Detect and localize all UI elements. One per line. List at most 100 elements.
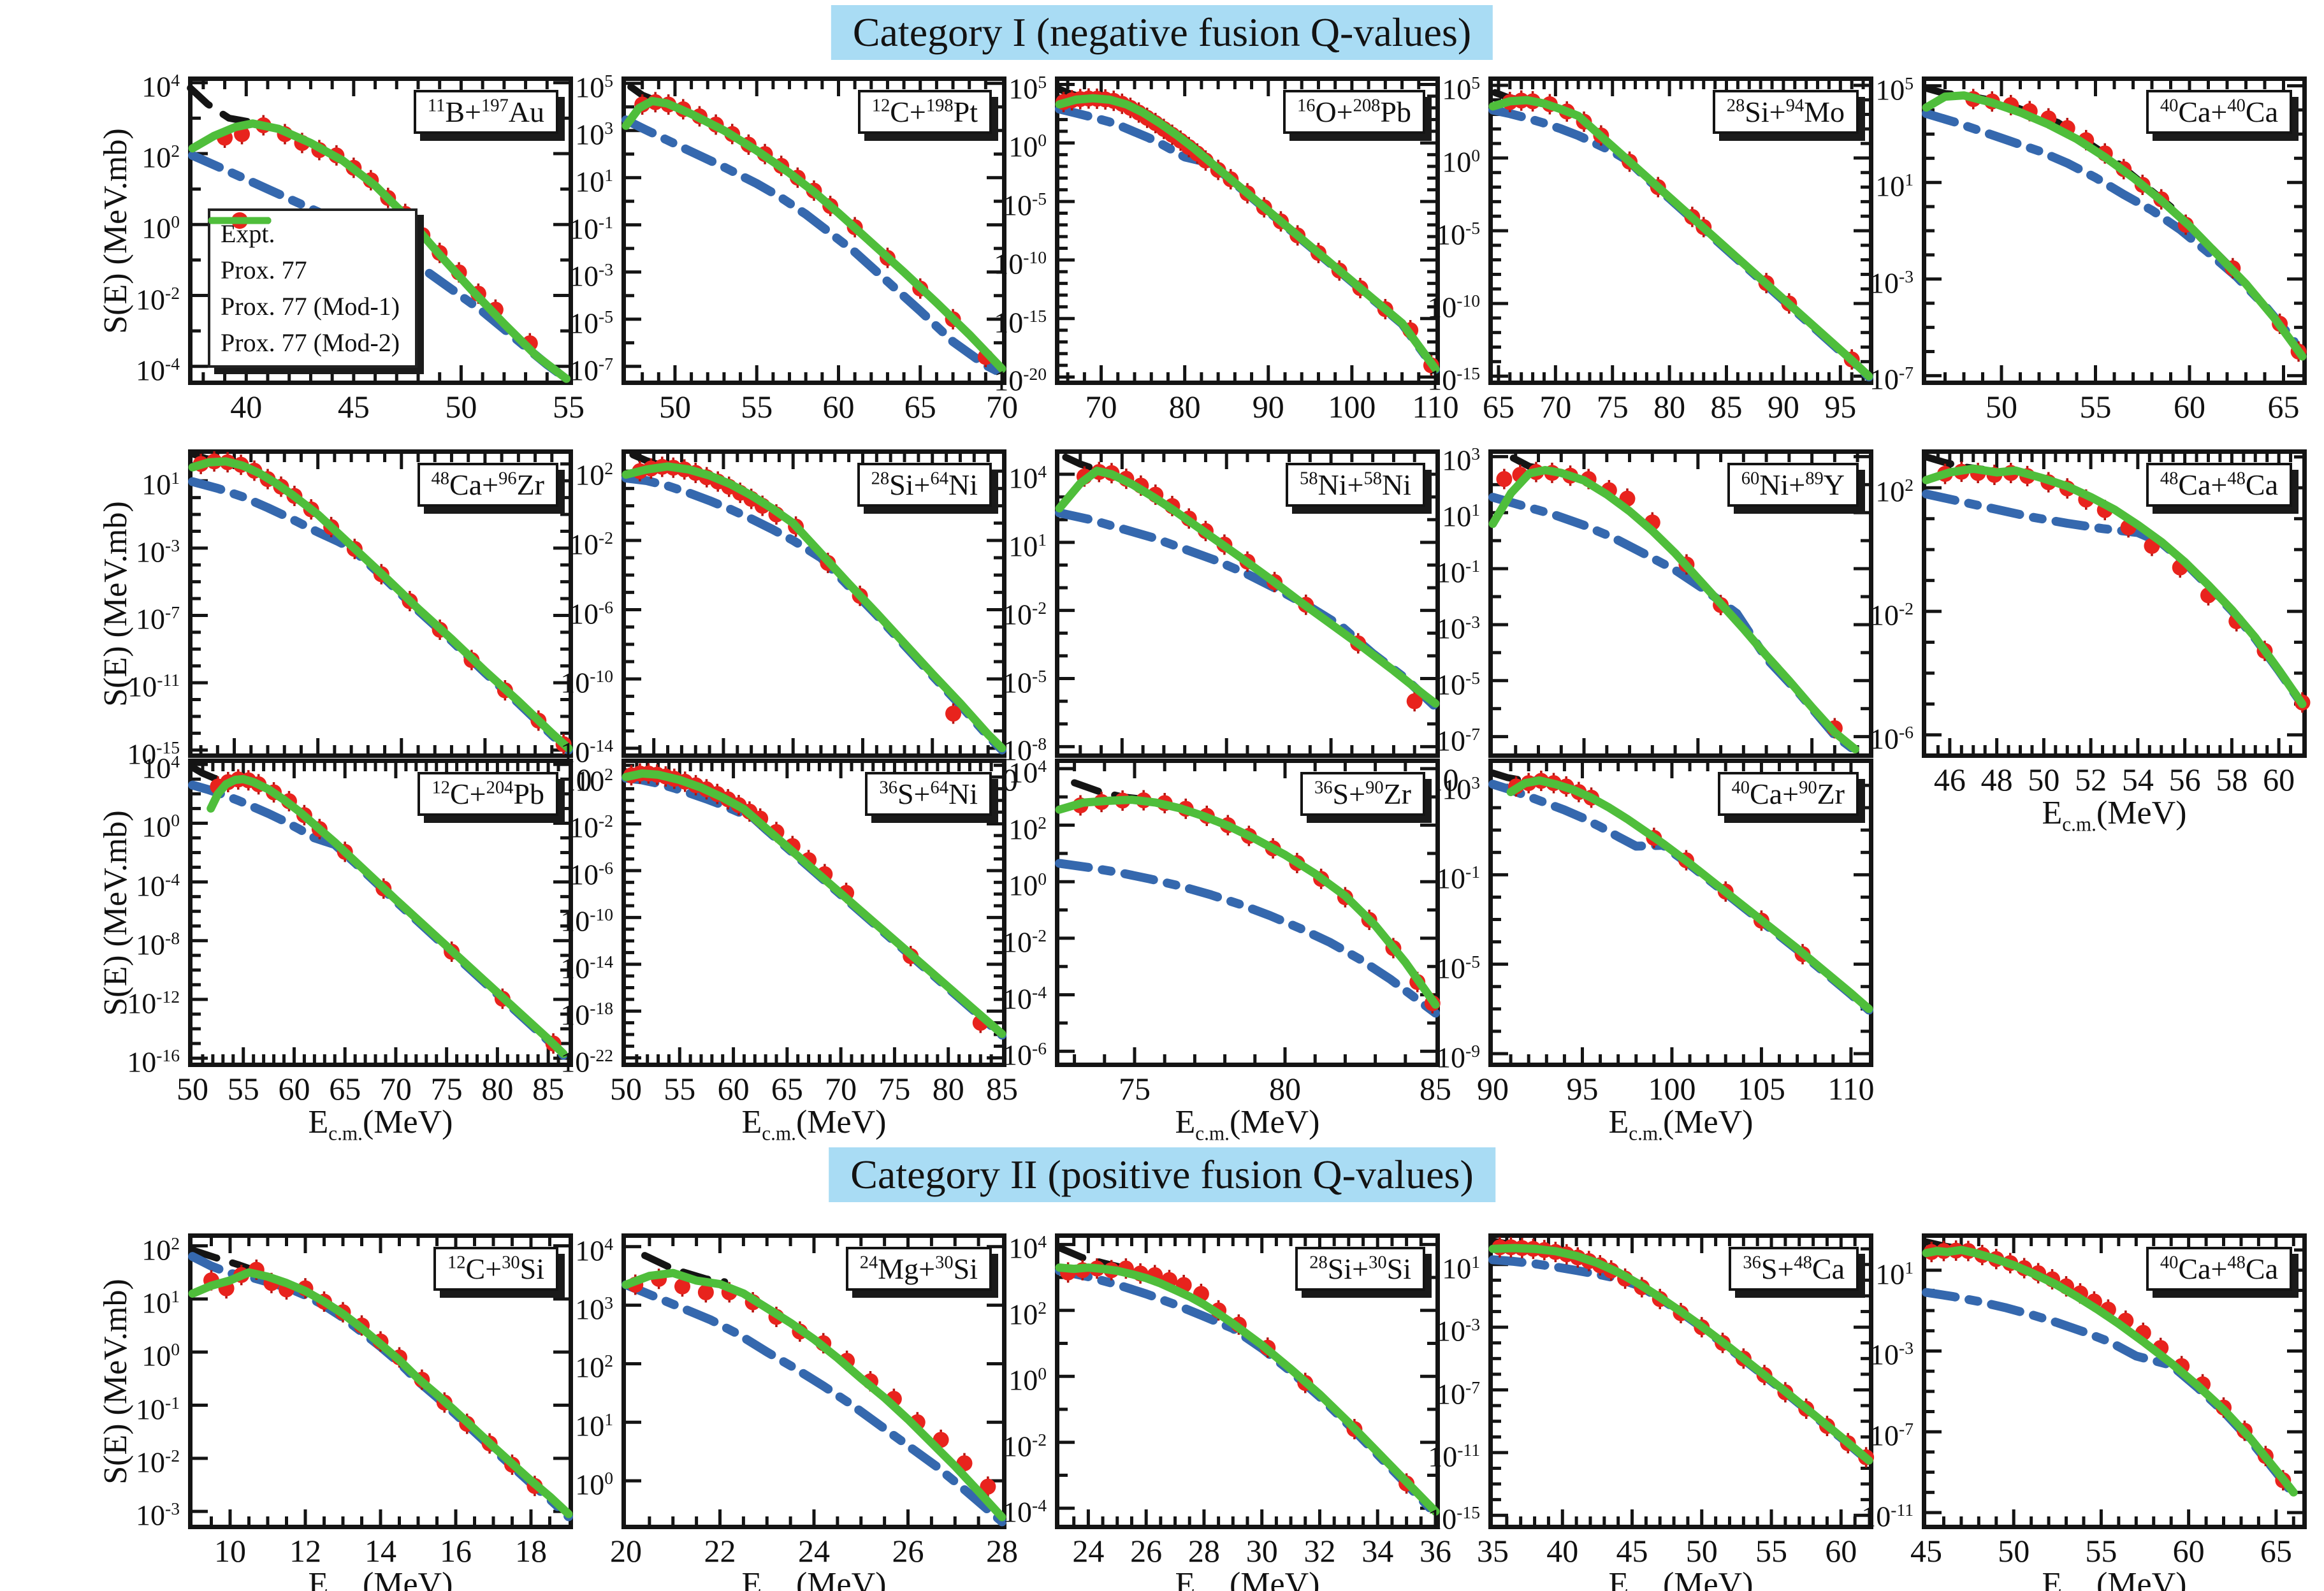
legend-item-mod2: Prox. 77 (Mod-2) — [208, 217, 400, 358]
series-prox77-mod2 — [1922, 91, 2307, 361]
reaction-label: 16O+208Pb — [1282, 90, 1425, 134]
y-tick-label: 10-3 — [136, 535, 180, 569]
x-tick-label: 24 — [1072, 1533, 1105, 1569]
y-tick-label: 10-7 — [1436, 1377, 1480, 1410]
plot-canvas — [1922, 81, 2307, 381]
y-tick-label: 10-7 — [1436, 723, 1480, 757]
x-tick-label: 90 — [1252, 389, 1284, 425]
y-tick-label: 10-10 — [1427, 291, 1480, 324]
plot-canvas — [1488, 454, 1869, 755]
subplot-48Ca+96Zr: 10110-310-710-1110-15909510010511048Ca+9… — [98, 449, 592, 797]
series-prox77-mod1 — [1062, 453, 1101, 474]
y-tick-label: 102 — [1008, 812, 1047, 845]
y-tick-label: 10-3 — [569, 259, 613, 293]
x-tick-label: 26 — [1130, 1533, 1163, 1569]
reaction-label: 40Ca+90Zr — [1717, 772, 1859, 816]
x-tick-label: 50 — [445, 389, 477, 425]
x-tick-label: 70 — [379, 1071, 412, 1107]
series-prox77 — [1922, 109, 2307, 362]
y-tick-label: 10-1 — [569, 212, 613, 245]
y-tick-label: 101 — [1875, 170, 1914, 203]
series-prox77-mod1 — [189, 1246, 256, 1274]
x-tick-label: 75 — [1119, 1071, 1151, 1107]
legend-label: Prox. 77 (Mod-1) — [221, 292, 400, 321]
y-tick-label: 103 — [575, 117, 613, 151]
x-tick-label: 55 — [1755, 1533, 1788, 1569]
subplot-36S+64Ni: 102 10-2 10-6 10-10 10-14 10-18 10-22 50 55 60 65 7… — [560, 759, 1018, 1144]
plot-canvas — [1922, 1238, 2302, 1525]
axis-ticks — [1059, 454, 1435, 753]
legend-label: Prox. 77 — [221, 256, 307, 284]
plot-canvas — [1488, 763, 1873, 1063]
series-prox77-mod2 — [188, 457, 573, 753]
reaction-label: 40Ca+48Ca — [2146, 1247, 2292, 1291]
x-tick-label: 10 — [214, 1533, 246, 1569]
y-axis-label: S(E) (MeV.mb) — [97, 810, 134, 1016]
x-tick-label: 55 — [664, 1071, 696, 1107]
series-prox77-mod2 — [1055, 796, 1440, 1009]
x-tick-label: 50 — [177, 1071, 208, 1107]
series-prox77-mod2 — [1488, 466, 1859, 753]
y-tick-label: 10-11 — [127, 670, 180, 703]
reaction-label: 36S+48Ca — [1729, 1247, 1859, 1291]
y-tick-label: 10-7 — [569, 353, 613, 387]
x-tick-label: 28 — [1187, 1533, 1220, 1569]
y-axis-label: S(E) (MeV.mb) — [97, 500, 134, 707]
series-prox77-mod2 — [1922, 464, 2307, 708]
x-tick-label: 110 — [1827, 1071, 1875, 1107]
x-tick-label: 85 — [1420, 1071, 1451, 1107]
x-tick-label: 50 — [1998, 1533, 2030, 1569]
y-tick-label: 10-11 — [1861, 1499, 1914, 1533]
subplot-12C+204Pb: 104 100 10-4 10-8 10-12 10-16 50 55 60 65 70 75 80 85… — [98, 752, 573, 1144]
y-tick-label: 10-2 — [1003, 1429, 1047, 1463]
subplot-16O+208Pb: 105 100 10-5 10-10 10-15 10-20 70 80 90 100 110 16O… — [994, 72, 1458, 425]
y-tick-label: 10-2 — [569, 811, 613, 844]
x-tick-label: 60 — [2263, 762, 2295, 797]
y-tick-label: 100 — [575, 1468, 613, 1501]
x-axis-label: Ec.m.(MeV) — [1175, 1104, 1320, 1145]
y-tick-label: 10-11 — [1428, 1439, 1480, 1473]
plot-canvas — [188, 1238, 573, 1525]
x-tick-label: 50 — [2028, 762, 2060, 797]
x-tick-label: 28 — [986, 1533, 1018, 1569]
x-tick-label: 50 — [658, 389, 691, 425]
y-tick-label: 104 — [142, 752, 180, 785]
plot-canvas — [621, 1238, 1006, 1527]
series-prox77-mod1 — [187, 84, 256, 126]
reaction-label: 24Mg+30Si — [845, 1247, 992, 1291]
x-tick-label: 65 — [2267, 389, 2300, 425]
y-tick-label: 100 — [142, 810, 180, 843]
y-tick-label: 100 — [1008, 869, 1047, 902]
series-prox77-mod2 — [1922, 1246, 2298, 1497]
x-tick-label: 30 — [1246, 1533, 1278, 1569]
axis-ticks — [1059, 763, 1435, 1063]
reaction-label: 28Si+30Si — [1295, 1247, 1425, 1291]
x-tick-label: 80 — [481, 1071, 514, 1107]
x-tick-label: 65 — [771, 1071, 803, 1107]
reaction-label: 12C+198Pt — [857, 90, 992, 134]
y-tick-label: 10-2 — [1870, 599, 1914, 632]
reaction-label: 36S+90Zr — [1300, 772, 1425, 816]
y-tick-label: 10-8 — [136, 927, 180, 961]
x-tick-label: 60 — [278, 1071, 310, 1107]
reaction-label: 28Si+64Ni — [857, 463, 992, 507]
x-axis-label: Ec.m.(MeV) — [1608, 1104, 1754, 1145]
x-tick-label: 56 — [2168, 762, 2201, 797]
legend-item-mod1: Prox. 77 (Mod-1) — [208, 217, 400, 321]
y-axis-label: S(E) (MeV.mb) — [97, 1278, 134, 1485]
x-tick-label: 80 — [932, 1071, 964, 1107]
y-tick-label: 102 — [1875, 475, 1914, 508]
reaction-label: 60Ni+89Y — [1727, 463, 1859, 507]
reaction-label: 12C+204Pb — [418, 772, 558, 816]
x-tick-label: 40 — [1546, 1533, 1579, 1569]
y-tick-label: 10-5 — [1003, 665, 1047, 699]
y-tick-label: 100 — [142, 212, 180, 245]
subplot-28Si+30Si: 104 102 100 10-2 10-4 24 26 28 30 32 34 36 28Si+30Si… — [1003, 1231, 1451, 1591]
series-prox77-mod2 — [1055, 94, 1440, 374]
x-tick-label: 60 — [1825, 1533, 1857, 1569]
y-tick-label: 10-6 — [1870, 722, 1914, 755]
y-tick-label: 102 — [1008, 1297, 1047, 1331]
reaction-label: 12C+30Si — [433, 1247, 558, 1291]
x-tick-label: 48 — [1980, 762, 2013, 797]
